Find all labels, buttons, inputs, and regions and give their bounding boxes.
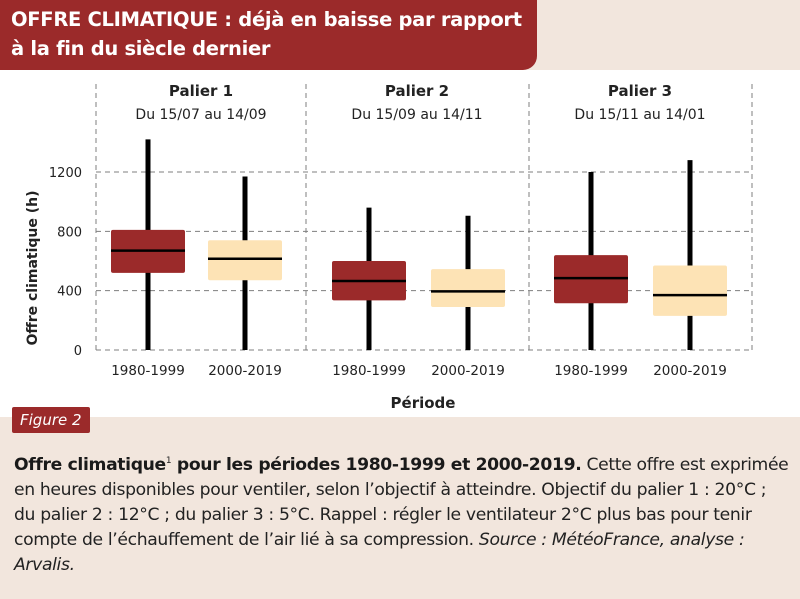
y-tick-label: 400 <box>57 285 82 300</box>
panel-title: Palier 3 <box>608 82 672 100</box>
caption-bold-1: Offre climatique <box>14 455 166 475</box>
x-axis-label: Période <box>391 394 456 412</box>
x-tick-label: 1980-1999 <box>111 363 185 379</box>
chart-panel: 0 400 800 1200 Offre climatique (h) Période Pa… <box>0 70 800 417</box>
box-iqr <box>431 269 505 307</box>
x-tick-label: 2000-2019 <box>208 363 282 379</box>
panel-subtitle: Du 15/07 au 14/09 <box>135 107 266 123</box>
y-tick-label: 800 <box>57 225 82 240</box>
y-tick-label: 0 <box>74 344 82 359</box>
panel-subtitle: Du 15/11 au 14/01 <box>574 107 705 123</box>
x-tick-label: 1980-1999 <box>332 363 406 379</box>
caption-source: Source : MétéoFrance, analyse : Arvalis. <box>14 530 745 575</box>
caption-body: Cette offre est exprimée en heures dispo… <box>14 455 789 550</box>
y-axis-label: Offre climatique (h) <box>25 190 41 345</box>
x-tick-label: 1980-1999 <box>554 363 628 379</box>
title-line-2: à la fin du siècle dernier <box>11 37 271 60</box>
figure-caption: Offre climatique1 pour les périodes 1980… <box>14 449 790 578</box>
y-tick-label: 1200 <box>49 166 82 181</box>
footnote-marker: 1 <box>165 456 172 466</box>
x-tick-label: 2000-2019 <box>653 363 727 379</box>
figure-label: Figure 2 <box>12 407 90 433</box>
box-plot-chart: 0 400 800 1200 Offre climatique (h) Période Pa… <box>25 82 753 412</box>
box-iqr <box>653 265 727 316</box>
title-banner: OFFRE CLIMATIQUE : déjà en baisse par ra… <box>0 0 537 70</box>
x-tick-label: 2000-2019 <box>431 363 505 379</box>
panel-title: Palier 1 <box>169 82 233 100</box>
box-iqr <box>208 240 282 281</box>
caption-bold-2: pour les périodes 1980-1999 et 2000-2019… <box>171 455 582 475</box>
panel-subtitle: Du 15/09 au 14/11 <box>351 107 482 123</box>
panel-title: Palier 2 <box>385 82 449 100</box>
title-line-1: OFFRE CLIMATIQUE : déjà en baisse par ra… <box>11 8 522 31</box>
